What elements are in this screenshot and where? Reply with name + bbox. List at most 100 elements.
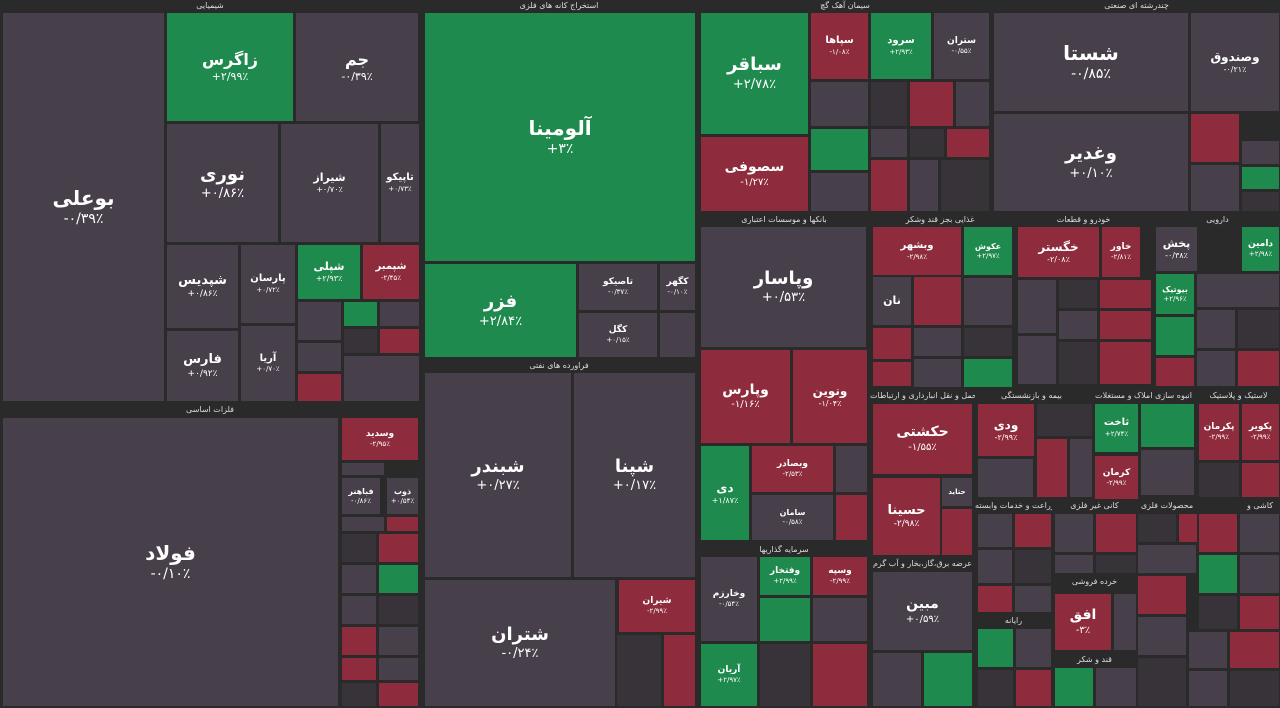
stock-tile[interactable]: وبصادر -۲/۵۳٪ bbox=[751, 445, 834, 493]
treemap-tile-small[interactable] bbox=[759, 643, 811, 707]
treemap-tile-small[interactable] bbox=[1015, 669, 1052, 707]
treemap-tile-small[interactable] bbox=[1113, 593, 1137, 651]
stock-tile[interactable]: وصندوق -۰/۲۱٪ bbox=[1190, 12, 1280, 112]
treemap-tile-small[interactable] bbox=[1017, 279, 1057, 334]
treemap-tile-small[interactable] bbox=[1014, 549, 1052, 584]
stock-tile[interactable]: تاپیکو +۰/۷۳٪ bbox=[380, 123, 420, 243]
treemap-tile-small[interactable] bbox=[378, 682, 419, 707]
treemap-tile-small[interactable] bbox=[659, 312, 696, 358]
treemap-tile-small[interactable] bbox=[378, 533, 419, 563]
treemap-tile-small[interactable] bbox=[977, 458, 1034, 498]
treemap-tile-small[interactable] bbox=[1188, 631, 1228, 669]
stock-tile[interactable]: بیوتیک +۲/۹۶٪ bbox=[1155, 273, 1195, 315]
stock-tile[interactable]: شپلی +۲/۹۳٪ bbox=[297, 244, 361, 300]
treemap-tile-small[interactable] bbox=[977, 628, 1014, 668]
treemap-tile-small[interactable] bbox=[1017, 335, 1057, 385]
stock-tile[interactable]: فولاد -۰/۱۰٪ bbox=[2, 417, 339, 707]
treemap-tile-small[interactable] bbox=[1241, 140, 1280, 165]
treemap-tile-small[interactable] bbox=[343, 355, 420, 402]
treemap-tile-small[interactable] bbox=[810, 81, 869, 127]
treemap-tile-small[interactable] bbox=[1137, 657, 1187, 707]
stock-tile[interactable]: ذوب +۰/۵۴٪ bbox=[386, 477, 419, 515]
stock-tile[interactable]: شتران -۰/۲۴٪ bbox=[424, 579, 616, 707]
treemap-tile-small[interactable] bbox=[870, 128, 908, 158]
treemap-tile-small[interactable] bbox=[343, 301, 378, 327]
treemap-tile-small[interactable] bbox=[1229, 670, 1280, 707]
treemap-tile-small[interactable] bbox=[1140, 403, 1195, 448]
stock-tile[interactable]: وپاسار +۰/۵۳٪ bbox=[700, 226, 867, 348]
stock-tile[interactable]: شپنا +۰/۱۷٪ bbox=[573, 372, 696, 578]
stock-tile[interactable]: ستران -۰/۵۵٪ bbox=[933, 12, 990, 80]
treemap-tile-small[interactable] bbox=[1196, 350, 1236, 387]
stock-tile[interactable]: ونوین -۱/۰۴٪ bbox=[792, 349, 868, 444]
stock-tile[interactable]: وپارس -۱/۱۶٪ bbox=[700, 349, 791, 444]
treemap-tile-small[interactable] bbox=[1190, 113, 1240, 163]
stock-tile[interactable]: دی +۱/۸۷٪ bbox=[700, 445, 750, 541]
treemap-tile-small[interactable] bbox=[913, 358, 962, 388]
treemap-tile-small[interactable] bbox=[909, 159, 939, 212]
treemap-tile-small[interactable] bbox=[379, 328, 420, 354]
treemap-tile-small[interactable] bbox=[1054, 667, 1094, 707]
treemap-tile-small[interactable] bbox=[1196, 309, 1236, 349]
stock-tile[interactable]: آریان +۲/۹۷٪ bbox=[700, 643, 758, 707]
treemap-tile-small[interactable] bbox=[977, 513, 1013, 548]
treemap-tile-small[interactable] bbox=[343, 328, 378, 354]
treemap-tile-small[interactable] bbox=[977, 669, 1014, 707]
treemap-tile-small[interactable] bbox=[616, 634, 662, 707]
stock-tile[interactable]: وسدید -۲/۹۵٪ bbox=[341, 417, 419, 461]
stock-tile[interactable]: کگهر -۰/۱۰٪ bbox=[659, 263, 696, 311]
treemap-tile-small[interactable] bbox=[872, 652, 922, 707]
treemap-tile-small[interactable] bbox=[1188, 670, 1228, 707]
treemap-tile-small[interactable] bbox=[1237, 309, 1280, 349]
treemap-tile-small[interactable] bbox=[963, 327, 1013, 357]
treemap-tile-small[interactable] bbox=[1054, 513, 1094, 553]
treemap-tile-small[interactable] bbox=[963, 358, 1013, 388]
treemap-tile-small[interactable] bbox=[812, 597, 868, 642]
treemap-tile-small[interactable] bbox=[663, 634, 696, 707]
treemap-tile-small[interactable] bbox=[1198, 462, 1240, 498]
treemap-tile-small[interactable] bbox=[1036, 438, 1068, 498]
stock-tile[interactable]: وسپه -۲/۹۹٪ bbox=[812, 556, 868, 596]
stock-tile[interactable]: کگل +۰/۱۵٪ bbox=[578, 312, 658, 358]
stock-tile[interactable]: پکویر -۲/۹۹٪ bbox=[1241, 403, 1280, 461]
stock-tile[interactable]: آلومینا +۳٪ bbox=[424, 12, 696, 262]
stock-tile[interactable]: وفتخار +۲/۹۹٪ bbox=[759, 556, 811, 596]
treemap-tile-small[interactable] bbox=[379, 301, 420, 327]
treemap-tile-small[interactable] bbox=[977, 585, 1013, 613]
stock-tile[interactable]: ثاخت +۲/۷۴٪ bbox=[1094, 403, 1139, 453]
treemap-tile-small[interactable] bbox=[1239, 595, 1280, 630]
treemap-tile-small[interactable] bbox=[1014, 513, 1052, 548]
stock-tile[interactable]: افق -۳٪ bbox=[1054, 593, 1112, 651]
treemap-tile-small[interactable] bbox=[1155, 357, 1195, 387]
stock-tile[interactable]: خاور -۲/۸۱٪ bbox=[1101, 226, 1141, 278]
treemap-tile-small[interactable] bbox=[378, 657, 419, 681]
treemap-tile-small[interactable] bbox=[1198, 554, 1238, 594]
treemap-tile-small[interactable] bbox=[386, 516, 419, 532]
treemap-tile-small[interactable] bbox=[835, 445, 868, 493]
treemap-tile-small[interactable] bbox=[297, 373, 342, 402]
treemap-tile-small[interactable] bbox=[1095, 554, 1137, 574]
treemap-tile-small[interactable] bbox=[1058, 279, 1098, 309]
treemap-tile-small[interactable] bbox=[1137, 544, 1197, 574]
treemap-tile-small[interactable] bbox=[1237, 350, 1280, 387]
treemap-tile-small[interactable] bbox=[835, 494, 868, 541]
treemap-tile-small[interactable] bbox=[1241, 191, 1280, 212]
treemap-tile-small[interactable] bbox=[870, 81, 908, 127]
treemap-tile-small[interactable] bbox=[1198, 513, 1238, 553]
stock-tile[interactable]: شپمبر -۲/۴۵٪ bbox=[362, 244, 420, 300]
treemap-tile-small[interactable] bbox=[378, 595, 419, 625]
stock-tile[interactable]: شپدیس +۰/۸۶٪ bbox=[166, 244, 239, 329]
treemap-tile-small[interactable] bbox=[1054, 554, 1094, 574]
treemap-tile-small[interactable] bbox=[870, 159, 908, 212]
treemap-tile-small[interactable] bbox=[1099, 341, 1152, 385]
stock-tile[interactable]: وغدیر +۰/۱۰٪ bbox=[993, 113, 1189, 212]
stock-tile[interactable]: پارسان +۰/۷۲٪ bbox=[240, 244, 296, 324]
stock-tile[interactable]: سامان -۰/۵۸٪ bbox=[751, 494, 834, 541]
treemap-tile-small[interactable] bbox=[1241, 166, 1280, 190]
stock-tile[interactable]: سرود +۲/۹۳٪ bbox=[870, 12, 932, 80]
stock-tile[interactable]: شیراز +۰/۷۰٪ bbox=[280, 123, 379, 243]
stock-tile[interactable]: فارس +۰/۹۲٪ bbox=[166, 330, 239, 402]
stock-tile[interactable]: فباهنر -۰/۸۶٪ bbox=[341, 477, 381, 515]
stock-tile[interactable]: عکوش +۲/۹۷٪ bbox=[963, 226, 1013, 276]
stock-tile[interactable]: جم -۰/۳۹٪ bbox=[295, 12, 419, 122]
